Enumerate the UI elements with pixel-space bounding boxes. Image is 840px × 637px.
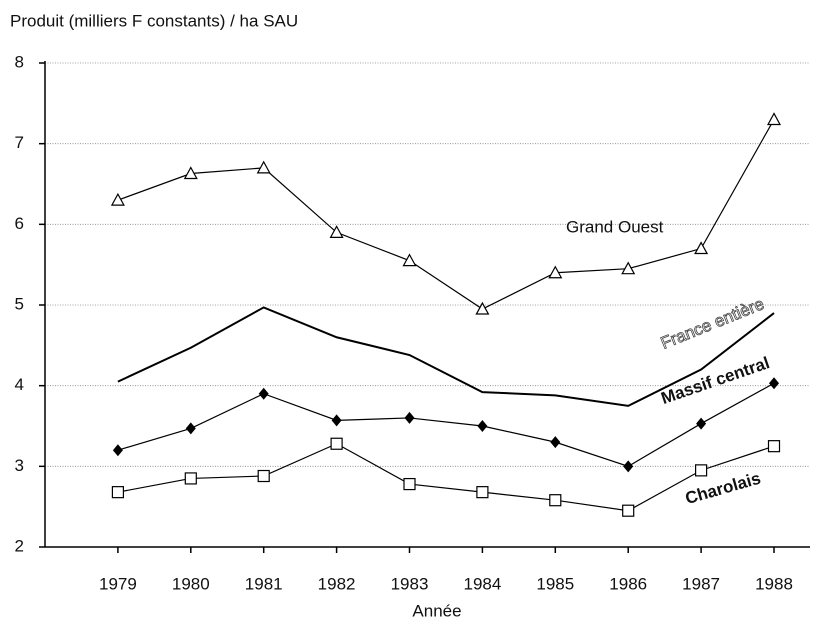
x-tick-label: 1980 <box>172 574 210 593</box>
x-tick-label: 1982 <box>318 574 356 593</box>
marker <box>475 301 490 315</box>
marker <box>694 464 708 477</box>
x-tick-label: 1979 <box>99 574 137 593</box>
x-tick-label: 1983 <box>391 574 429 593</box>
marker <box>112 444 123 457</box>
marker <box>185 422 196 435</box>
x-tick-label: 1987 <box>682 574 720 593</box>
marker <box>331 414 342 427</box>
x-tick-label: 1985 <box>536 574 574 593</box>
marker <box>549 494 562 507</box>
series-label: Grand Ouest <box>566 217 664 236</box>
marker <box>766 112 782 126</box>
x-tick-label: 1984 <box>463 574 501 593</box>
marker <box>256 160 271 174</box>
marker <box>623 460 634 473</box>
y-tick-label: 8 <box>15 52 24 71</box>
y-tick-label: 6 <box>15 214 24 233</box>
marker <box>476 486 489 499</box>
marker <box>621 261 636 275</box>
series-line <box>117 382 775 467</box>
y-tick-label: 7 <box>15 133 24 152</box>
x-tick-label: 1981 <box>245 574 283 593</box>
series-line <box>117 306 775 407</box>
marker <box>257 469 270 483</box>
marker <box>110 192 125 206</box>
marker <box>184 472 197 485</box>
x-tick-label: 1988 <box>755 574 793 593</box>
marker <box>622 504 635 517</box>
marker <box>329 225 344 238</box>
marker <box>403 477 416 491</box>
marker <box>477 420 488 432</box>
y-tick-label: 4 <box>15 375 24 394</box>
marker <box>402 253 417 267</box>
series-label: France entière <box>658 294 767 353</box>
marker <box>330 437 343 450</box>
marker <box>769 377 779 390</box>
series-line <box>117 443 775 512</box>
chart-title: Produit (milliers F constants) / ha SAU <box>10 11 298 30</box>
marker <box>111 486 125 499</box>
marker <box>548 265 563 279</box>
marker <box>696 417 707 430</box>
marker <box>694 241 709 255</box>
marker <box>258 387 269 400</box>
marker <box>550 436 561 449</box>
series-line <box>117 119 775 310</box>
series-label: Massif central <box>659 353 772 408</box>
y-tick-label: 5 <box>15 294 24 313</box>
y-tick-label: 3 <box>15 456 24 475</box>
x-tick-label: 1986 <box>609 574 647 593</box>
y-tick-label: 2 <box>15 536 24 555</box>
marker <box>767 440 781 453</box>
marker <box>404 411 415 424</box>
marker <box>183 166 198 180</box>
x-axis-label: Année <box>412 601 461 620</box>
